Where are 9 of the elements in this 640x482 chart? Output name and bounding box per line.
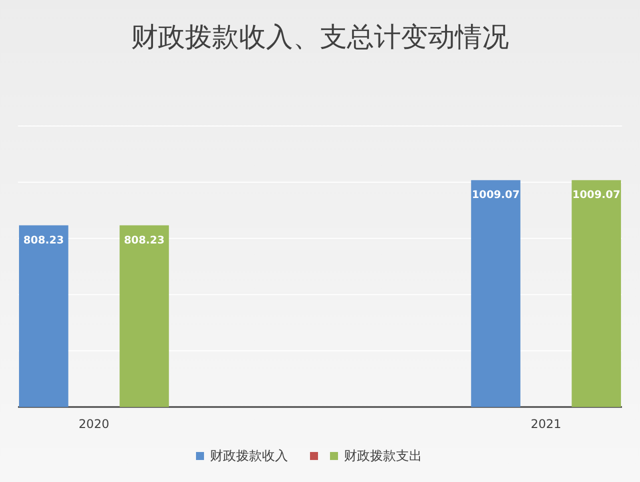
legend-label: 财政拨款收入 [210,449,288,464]
x-tick-label: 2020 [78,417,110,431]
data-label: 1009.07 [472,189,520,202]
data-label: 808.23 [23,234,64,246]
data-label: 1009.07 [572,189,620,202]
x-tick-label: 2021 [530,417,562,431]
data-label: 808.23 [124,234,165,246]
legend-label: 财政拨款支出 [344,449,422,464]
chart-title: 财政拨款收入、支总计变动情况 [131,22,509,53]
